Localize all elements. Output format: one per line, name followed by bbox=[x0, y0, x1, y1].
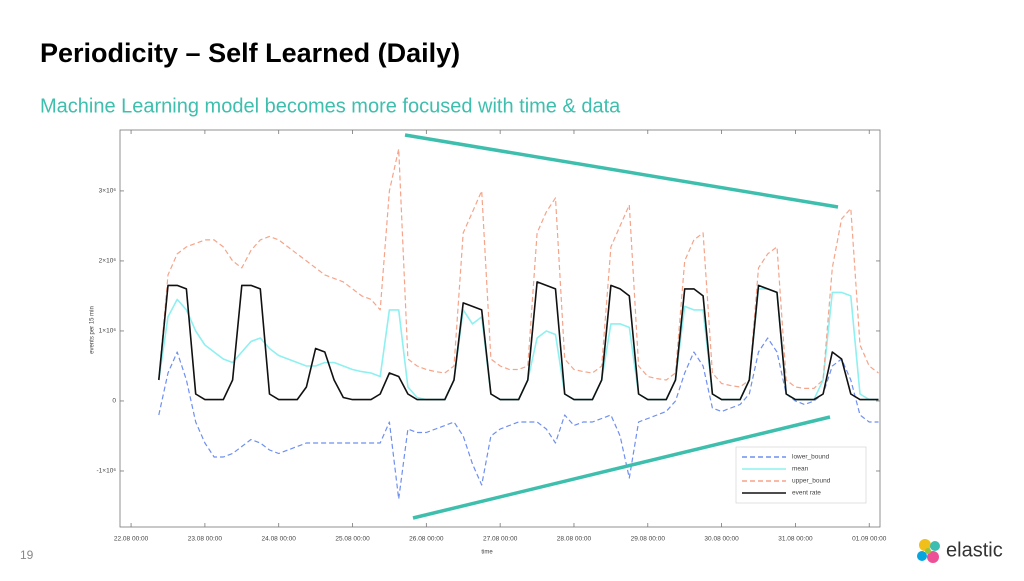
y-tick-label: 2×10⁶ bbox=[99, 258, 117, 265]
legend-label: event rate bbox=[792, 490, 821, 497]
x-tick-label: 22.08 00:00 bbox=[114, 536, 149, 543]
page-number: 19 bbox=[20, 548, 34, 562]
y-axis-title: events per 15 min bbox=[90, 306, 96, 354]
slide-title: Periodicity – Self Learned (Daily) bbox=[40, 38, 460, 68]
slide-subtitle: Machine Learning model becomes more focu… bbox=[40, 95, 621, 117]
x-tick-label: 29.08 00:00 bbox=[631, 536, 666, 543]
plot-area: -1×10⁶ 0 1×10⁶ 2×10⁶ 3×10⁶ 22.08 00:00 23.08 0… bbox=[97, 130, 887, 543]
series-line bbox=[158, 288, 879, 401]
legend-label: upper_bound bbox=[792, 478, 831, 485]
y-tick-label: 3×10⁶ bbox=[99, 188, 117, 195]
series-line bbox=[158, 337, 879, 500]
x-tick-label: 28.08 00:00 bbox=[557, 536, 592, 543]
x-tick-label: 23.08 00:00 bbox=[188, 536, 223, 543]
y-tick-label: 0 bbox=[112, 398, 116, 405]
x-tick-label: 26.08 00:00 bbox=[409, 536, 444, 543]
x-tick-label: 24.08 00:00 bbox=[262, 536, 297, 543]
y-tick-label: -1×10⁶ bbox=[97, 468, 117, 475]
legend-label: mean bbox=[792, 466, 809, 473]
series-line bbox=[158, 281, 879, 401]
x-tick-label: 27.08 00:00 bbox=[483, 536, 518, 543]
x-axis-title: time bbox=[481, 550, 493, 556]
x-tick-label: 31.08 00:00 bbox=[778, 536, 813, 543]
series-line bbox=[158, 148, 879, 389]
logo-text: elastic bbox=[946, 539, 1003, 561]
x-tick-label: 01.09 00:00 bbox=[852, 536, 887, 543]
elastic-logo bbox=[917, 539, 940, 563]
trend-line-lower bbox=[412, 415, 831, 520]
trend-line-upper bbox=[404, 133, 839, 209]
x-tick-label: 25.08 00:00 bbox=[335, 536, 370, 543]
legend-label: lower_bound bbox=[792, 454, 830, 461]
x-tick-label: 30.08 00:00 bbox=[704, 536, 739, 543]
y-tick-label: 1×10⁶ bbox=[99, 328, 117, 335]
